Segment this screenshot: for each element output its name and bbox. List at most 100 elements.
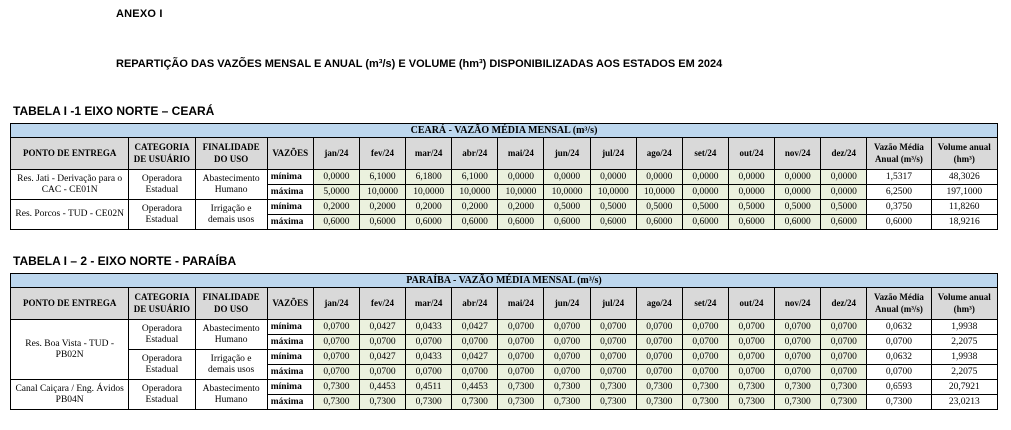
ponto-entrega-cell: Res. Boa Vista - TUD - PB02N (9, 319, 130, 380)
month-value-cell: 0,4453 (358, 379, 407, 395)
month-value-cell: 0,6000 (774, 214, 822, 230)
month-value-cell: 0,0700 (543, 364, 591, 380)
month-value-cell: 0,0000 (820, 184, 868, 200)
month-value-cell: 0,7300 (497, 379, 545, 395)
month-value-cell: 0,6000 (635, 214, 683, 230)
month-value-cell: 0,0700 (635, 334, 683, 350)
document-title: REPARTIÇÃO DAS VAZÕES MENSAL E ANUAL (m³… (116, 58, 723, 70)
col-month-set-24: set/24 (681, 137, 729, 170)
col-month-jul-24: jul/24 (589, 287, 637, 320)
month-value-cell: 6,1000 (451, 169, 499, 185)
tables-container: TABELA I -1 EIXO NORTE – CEARÁ CEARÁ - VA… (9, 104, 998, 410)
month-value-cell: 0,0700 (405, 364, 453, 380)
month-value-cell: 0,7300 (589, 394, 637, 410)
vazao-media-anual-cell: 0,6593 (866, 379, 932, 395)
column-header-row: PONTO DE ENTREGA CATEGORIA DE USUÁRIO FINA… (9, 287, 998, 320)
month-value-cell: 0,7300 (681, 394, 729, 410)
categoria-usuario-cell: Operadora Estadual (128, 169, 196, 200)
month-value-cell: 0,0700 (312, 334, 360, 350)
month-value-cell: 0,2000 (358, 199, 407, 215)
table-title-row: CEARÁ - VAZÃO MÉDIA MENSAL (m³/s) (10, 123, 998, 138)
month-value-cell: 0,6000 (451, 214, 499, 230)
volume-anual-cell: 11,8260 (930, 199, 998, 215)
month-value-cell: 0,7300 (820, 394, 868, 410)
month-value-cell: 0,0700 (774, 364, 822, 380)
vazoes-type-cell: mínima (266, 379, 314, 395)
month-value-cell: 0,2000 (451, 199, 499, 215)
month-value-cell: 0,0700 (358, 334, 407, 350)
vazao-media-anual-cell: 0,0700 (866, 334, 932, 350)
month-value-cell: 10,0000 (497, 184, 545, 200)
month-value-cell: 0,2000 (312, 199, 360, 215)
month-value-cell: 0,0433 (405, 349, 453, 365)
table-row: máxima 0,0700 0,0700 0,0700 0,0700 0,0700 0,07… (11, 334, 998, 350)
month-value-cell: 0,0700 (589, 319, 637, 335)
month-value-cell: 0,0700 (820, 364, 868, 380)
volume-anual-cell: 2,2075 (930, 364, 998, 380)
col-month-abr-24: abr/24 (451, 137, 499, 170)
month-value-cell: 0,0000 (681, 184, 729, 200)
table-section: TABELA I – 2 - EIXO NORTE - PARAÍBA PARAÍ… (9, 254, 998, 410)
month-value-cell: 0,7300 (635, 379, 683, 395)
col-vazao-media-anual: Vazão Média Anual (m³/s) (866, 287, 932, 320)
vazoes-type-cell: máxima (266, 184, 314, 200)
ponto-entrega-cell: Res. Porcos - TUD - CE02N (9, 199, 130, 230)
vazoes-type-cell: mínima (266, 319, 314, 335)
vazoes-type-cell: máxima (266, 364, 314, 380)
col-month-fev-24: fev/24 (358, 137, 407, 170)
col-finalidade-uso: FINALIDADE DO USO (194, 137, 268, 170)
month-value-cell: 0,0700 (635, 349, 683, 365)
table-title-row: PARAÍBA - VAZÃO MÉDIA MENSAL (m³/s) (10, 273, 998, 288)
col-volume-anual: Volume anual (hm³) (930, 137, 998, 170)
month-value-cell: 0,0000 (727, 184, 776, 200)
month-value-cell: 0,6000 (727, 214, 776, 230)
col-month-jan-24: jan/24 (312, 137, 360, 170)
month-value-cell: 0,0700 (681, 319, 729, 335)
month-value-cell: 0,5000 (543, 199, 591, 215)
month-value-cell: 10,0000 (405, 184, 453, 200)
col-categoria-usuario: CATEGORIA DE USUÁRIO (128, 287, 196, 320)
col-vazao-media-anual: Vazão Média Anual (m³/s) (866, 137, 932, 170)
vazao-media-anual-cell: 0,0632 (866, 319, 932, 335)
month-value-cell: 0,0700 (774, 334, 822, 350)
table-row: máxima 0,7300 0,7300 0,7300 0,7300 0,7300 0,73… (11, 394, 998, 410)
month-value-cell: 0,6000 (312, 214, 360, 230)
month-value-cell: 0,0427 (358, 319, 407, 335)
finalidade-uso-cell: Abastecimento Humano (194, 169, 268, 200)
col-month-dez-24: dez/24 (820, 287, 868, 320)
month-value-cell: 0,7300 (451, 394, 499, 410)
month-value-cell: 0,7300 (405, 394, 453, 410)
month-value-cell: 0,0700 (727, 334, 776, 350)
month-value-cell: 0,2000 (405, 199, 453, 215)
month-value-cell: 0,0700 (681, 334, 729, 350)
vazao-media-anual-cell: 0,3750 (866, 199, 932, 215)
finalidade-uso-cell: Abastecimento Humano (194, 379, 268, 410)
volume-anual-cell: 1,9938 (930, 319, 998, 335)
month-value-cell: 0,0700 (497, 334, 545, 350)
volume-anual-cell: 20,7921 (930, 379, 998, 395)
month-value-cell: 0,7300 (635, 394, 683, 410)
col-month-nov-24: nov/24 (774, 137, 822, 170)
month-value-cell: 6,1800 (405, 169, 453, 185)
month-value-cell: 0,0000 (820, 169, 868, 185)
vazoes-type-cell: mínima (266, 169, 314, 185)
month-value-cell: 0,0700 (543, 334, 591, 350)
vazao-media-anual-cell: 0,0700 (866, 364, 932, 380)
volume-anual-cell: 48,3026 (930, 169, 998, 185)
month-value-cell: 0,7300 (681, 379, 729, 395)
month-value-cell: 0,0000 (635, 169, 683, 185)
month-value-cell: 0,0000 (727, 169, 776, 185)
month-value-cell: 0,0700 (635, 364, 683, 380)
month-value-cell: 0,0700 (497, 349, 545, 365)
month-value-cell: 0,0700 (774, 349, 822, 365)
table-title: PARAÍBA - VAZÃO MÉDIA MENSAL (m³/s) (10, 273, 998, 288)
month-value-cell: 0,0700 (451, 334, 499, 350)
categoria-usuario-cell: Operadora Estadual (128, 379, 196, 410)
finalidade-uso-cell: Irrigação e demais usos (194, 199, 268, 230)
col-month-out-24: out/24 (727, 287, 776, 320)
col-ponto-entrega: PONTO DE ENTREGA (9, 137, 130, 170)
month-value-cell: 0,4511 (405, 379, 453, 395)
month-value-cell: 0,0700 (589, 364, 637, 380)
col-month-mai-24: mai/24 (497, 137, 545, 170)
